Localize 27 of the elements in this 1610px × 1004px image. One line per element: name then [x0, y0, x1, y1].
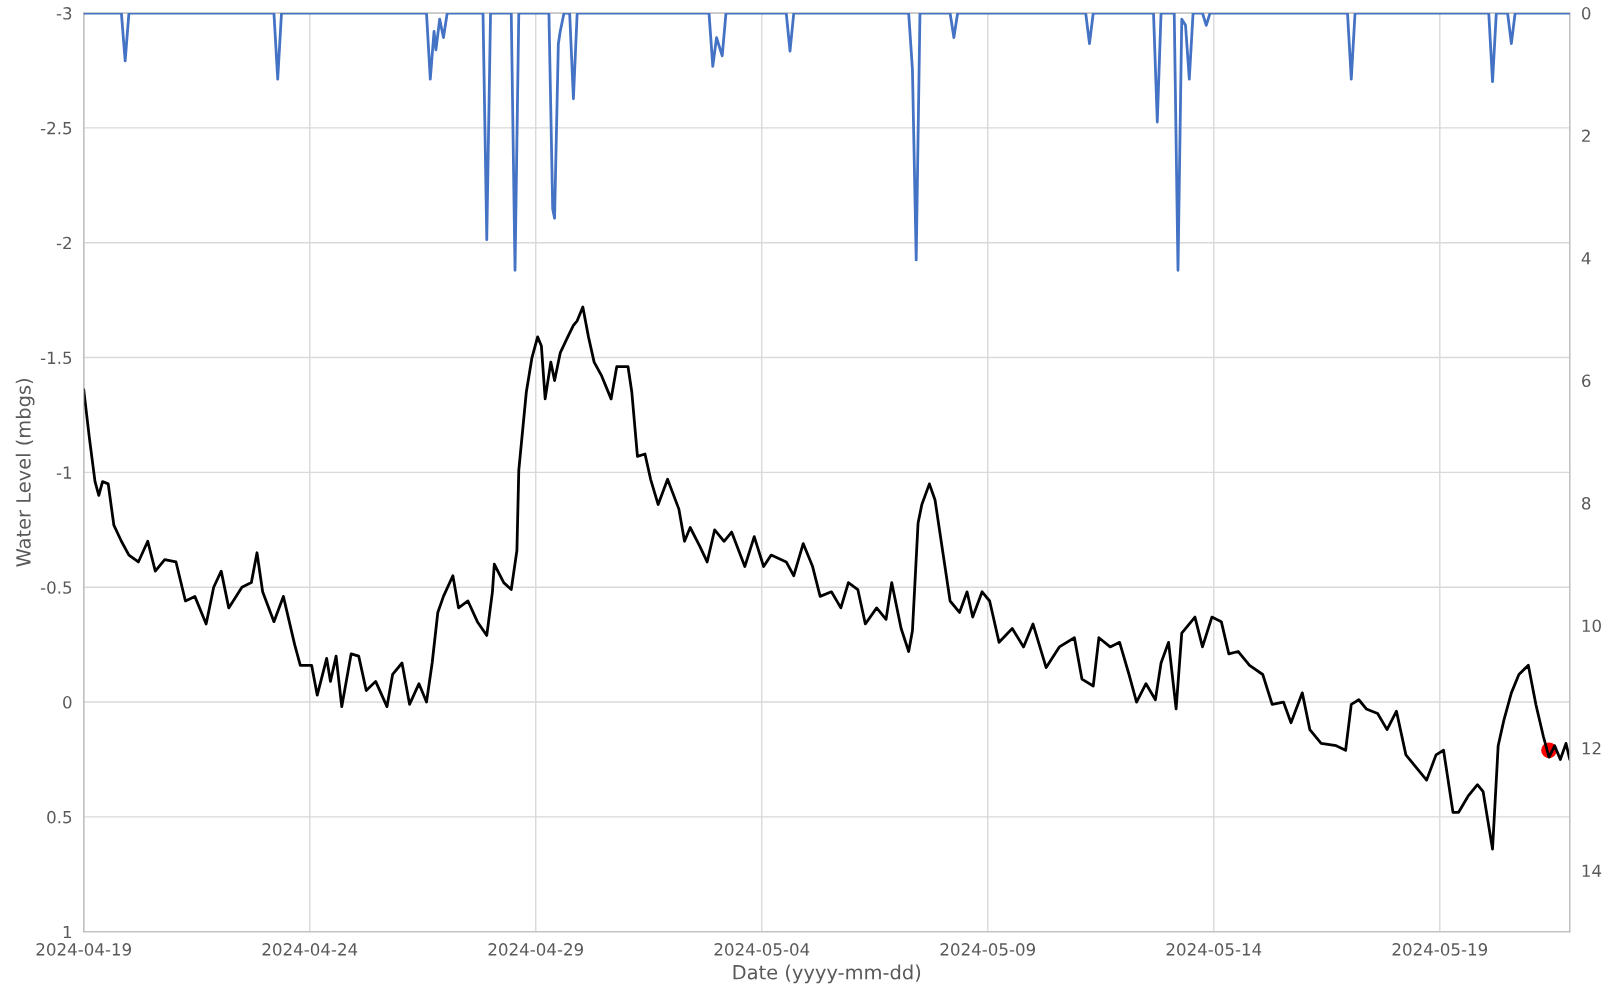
- y-tick-label: -2.5: [40, 121, 72, 135]
- x-axis-title: Date (yyyy-mm-dd): [733, 964, 921, 984]
- y-tick-label: -3: [56, 7, 72, 20]
- y2-tick-label: 0: [1581, 7, 1591, 20]
- y-tick-label: -1: [56, 466, 72, 479]
- y2-tick-label: 8: [1581, 496, 1591, 510]
- y-tick-label: -2: [56, 236, 71, 250]
- y-tick-label: -0.5: [40, 581, 72, 594]
- y-tick-label: -1.5: [40, 351, 72, 365]
- x-tick-label: 2024-04-29: [488, 943, 583, 956]
- x-tick-label: 2024-04-24: [262, 943, 358, 956]
- y2-tick-label: 2: [1582, 129, 1590, 142]
- y2-tick-label: 10: [1582, 619, 1601, 633]
- x-tick-label: 2024-05-14: [1166, 943, 1262, 956]
- y-tick-label: 1: [63, 925, 72, 939]
- x-tick-label: 2024-05-09: [940, 943, 1036, 956]
- y2-tick-label: 6: [1582, 374, 1591, 388]
- x-tick-label: 2024-05-19: [1392, 943, 1488, 956]
- y-tick-label: 0: [63, 696, 72, 709]
- x-tick-label: 2024-05-04: [714, 943, 810, 956]
- y2-tick-label: 12: [1582, 741, 1601, 755]
- y2-tick-label: 14: [1582, 864, 1602, 877]
- y2-tick-label: 4: [1581, 252, 1591, 265]
- x-tick-label: 2024-04-19: [36, 943, 131, 956]
- y-tick-label: 0.5: [47, 810, 72, 824]
- y-axis-title: Water Level (mbgs): [15, 379, 35, 567]
- line-series: [83, 305, 1570, 851]
